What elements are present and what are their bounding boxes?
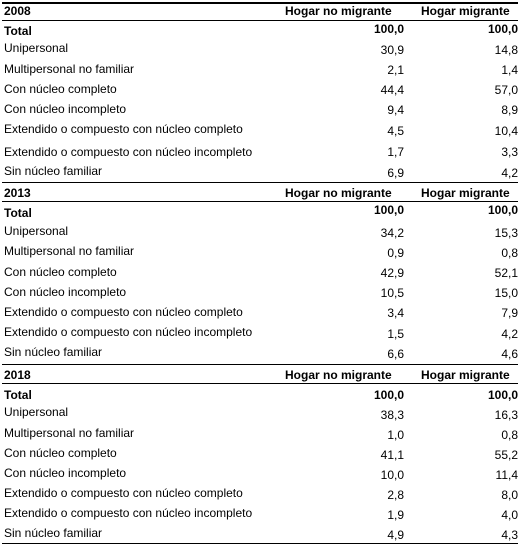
row-label: Con núcleo completo xyxy=(4,446,117,460)
value-migrante: 4,2 xyxy=(501,166,518,180)
value-no-migrante: 100,0 xyxy=(373,203,404,217)
row-label: Sin núcleo familiar xyxy=(4,526,103,540)
value-migrante: 15,0 xyxy=(494,286,518,300)
value-migrante: 4,3 xyxy=(501,528,518,542)
value-migrante: 4,0 xyxy=(501,508,518,522)
row-label: Total xyxy=(4,24,32,38)
value-migrante: 16,3 xyxy=(494,408,518,422)
column-header-no-migrante: Hogar no migrante xyxy=(285,4,392,18)
section-2018: 2018 Hogar no migrante Hogar migrante To… xyxy=(0,364,522,546)
value-migrante: 57,0 xyxy=(494,83,518,97)
value-migrante: 8,9 xyxy=(501,103,518,117)
header-rule xyxy=(2,20,518,21)
value-migrante: 100,0 xyxy=(487,203,518,217)
row-label: Con núcleo incompleto xyxy=(4,285,127,299)
value-migrante: 14,8 xyxy=(494,43,518,57)
value-migrante: 7,9 xyxy=(501,306,518,320)
value-migrante: 55,2 xyxy=(494,448,518,462)
header-rule xyxy=(2,201,518,202)
value-no-migrante: 1,7 xyxy=(387,145,404,159)
section-year: 2013 xyxy=(4,186,31,200)
value-migrante: 100,0 xyxy=(487,388,518,402)
value-migrante: 15,3 xyxy=(494,226,518,240)
column-header-migrante: Hogar migrante xyxy=(421,4,510,18)
value-no-migrante: 1,0 xyxy=(387,428,404,442)
value-no-migrante: 10,5 xyxy=(380,286,404,300)
value-no-migrante: 6,6 xyxy=(387,347,404,361)
value-migrante: 8,0 xyxy=(501,488,518,502)
section-year: 2018 xyxy=(4,368,31,382)
section-year: 2008 xyxy=(4,4,31,18)
column-header-migrante: Hogar migrante xyxy=(421,368,510,382)
row-label: Multipersonal no familiar xyxy=(4,426,135,440)
row-label: Multipersonal no familiar xyxy=(4,244,135,258)
row-label: Sin núcleo familiar xyxy=(4,345,103,359)
value-migrante: 0,8 xyxy=(501,428,518,442)
row-label: Extendido o compuesto con núcleo complet… xyxy=(4,122,243,136)
row-label: Unipersonal xyxy=(4,224,69,238)
row-label: Con núcleo incompleto xyxy=(4,466,127,480)
column-header-no-migrante: Hogar no migrante xyxy=(285,368,392,382)
value-no-migrante: 10,0 xyxy=(380,468,404,482)
table-bottom-rule xyxy=(2,543,518,544)
value-migrante: 100,0 xyxy=(487,22,518,36)
value-migrante: 1,4 xyxy=(501,63,518,77)
row-label: Extendido o compuesto con núcleo incompl… xyxy=(4,506,253,520)
value-migrante: 52,1 xyxy=(494,266,518,280)
value-no-migrante: 42,9 xyxy=(380,266,404,280)
value-migrante: 11,4 xyxy=(495,468,518,482)
column-header-migrante: Hogar migrante xyxy=(421,186,510,200)
row-label: Con núcleo completo xyxy=(4,82,117,96)
header-rule xyxy=(2,383,518,384)
section-2008: 2008 Hogar no migrante Hogar migrante To… xyxy=(0,0,522,182)
value-no-migrante: 100,0 xyxy=(373,388,404,402)
row-label: Extendido o compuesto con núcleo complet… xyxy=(4,305,243,319)
value-no-migrante: 2,1 xyxy=(387,63,404,77)
value-migrante: 10,4 xyxy=(494,124,518,138)
value-no-migrante: 3,4 xyxy=(387,306,404,320)
value-no-migrante: 6,9 xyxy=(387,166,404,180)
value-no-migrante: 4,9 xyxy=(387,528,404,542)
section-top-rule xyxy=(2,364,518,365)
row-label: Unipersonal xyxy=(4,41,69,55)
value-no-migrante: 41,1 xyxy=(380,448,404,462)
section-top-rule xyxy=(2,182,518,183)
row-label: Extendido o compuesto con núcleo complet… xyxy=(4,486,243,500)
value-no-migrante: 9,4 xyxy=(387,103,404,117)
section-top-rule xyxy=(2,2,518,4)
row-label: Unipersonal xyxy=(4,405,69,419)
row-label: Con núcleo incompleto xyxy=(4,102,127,116)
value-migrante: 4,6 xyxy=(501,347,518,361)
value-migrante: 3,3 xyxy=(501,145,518,159)
value-no-migrante: 38,3 xyxy=(380,408,404,422)
row-label: Sin núcleo familiar xyxy=(4,164,103,178)
row-label: Multipersonal no familiar xyxy=(4,62,135,76)
value-no-migrante: 4,5 xyxy=(387,124,404,138)
value-no-migrante: 30,9 xyxy=(380,43,404,57)
value-no-migrante: 1,5 xyxy=(387,327,404,341)
row-label: Total xyxy=(4,206,32,220)
value-no-migrante: 2,8 xyxy=(387,488,404,502)
row-label: Total xyxy=(4,388,32,402)
value-no-migrante: 100,0 xyxy=(373,22,404,36)
column-header-no-migrante: Hogar no migrante xyxy=(285,186,392,200)
value-no-migrante: 34,2 xyxy=(380,226,404,240)
section-2013: 2013 Hogar no migrante Hogar migrante To… xyxy=(0,182,522,364)
row-label: Con núcleo completo xyxy=(4,265,117,279)
row-label: Extendido o compuesto con núcleo incompl… xyxy=(4,325,253,339)
value-no-migrante: 0,9 xyxy=(387,246,404,260)
value-no-migrante: 1,9 xyxy=(387,508,404,522)
value-migrante: 0,8 xyxy=(501,246,518,260)
value-no-migrante: 44,4 xyxy=(380,83,404,97)
value-migrante: 4,2 xyxy=(501,327,518,341)
row-label: Extendido o compuesto con núcleo incompl… xyxy=(4,145,253,159)
